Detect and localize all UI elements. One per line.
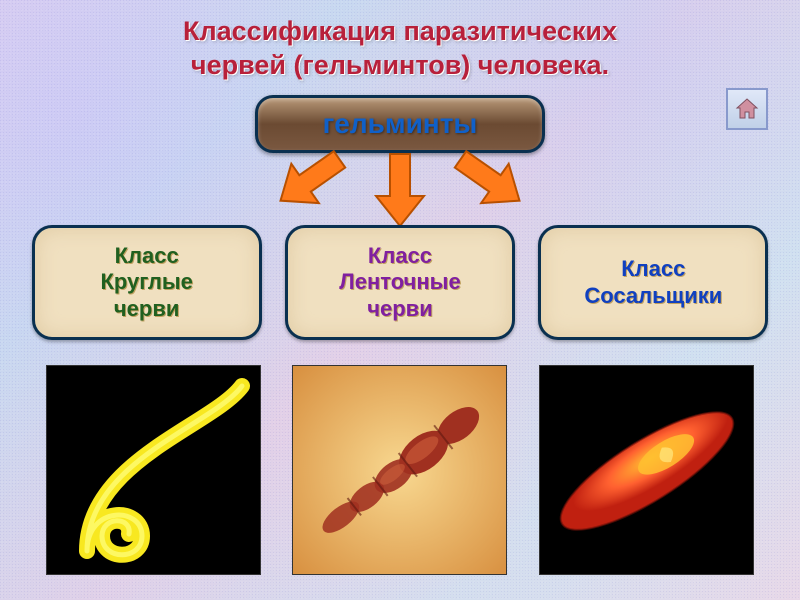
root-label: гельминты (323, 108, 478, 140)
root-node: гельминты (255, 95, 545, 153)
title-line-1: Классификация паразитических (0, 15, 800, 49)
class-box-flukes: Класс Сосальщики (538, 225, 768, 340)
class-label-2: Класс Сосальщики (584, 256, 722, 309)
class-row: Класс Круглые черви Класс Ленточные черв… (0, 225, 800, 340)
image-row (0, 365, 800, 575)
arrow-center (376, 154, 424, 226)
arrow-right (447, 150, 534, 220)
title-line-2: червей (гельминтов) человека. (0, 49, 800, 83)
class-label-1: Класс Ленточные черви (339, 243, 460, 322)
roundworm-image (46, 365, 261, 575)
class-box-tapeworms: Класс Ленточные черви (285, 225, 515, 340)
class-box-roundworms: Класс Круглые черви (32, 225, 262, 340)
tapeworm-image (292, 365, 507, 575)
home-button[interactable] (726, 88, 768, 130)
page-title: Классификация паразитических червей (гел… (0, 15, 800, 83)
arrow-left (267, 150, 354, 220)
class-label-0: Класс Круглые черви (100, 243, 192, 322)
fluke-image (539, 365, 754, 575)
home-icon (734, 96, 760, 122)
